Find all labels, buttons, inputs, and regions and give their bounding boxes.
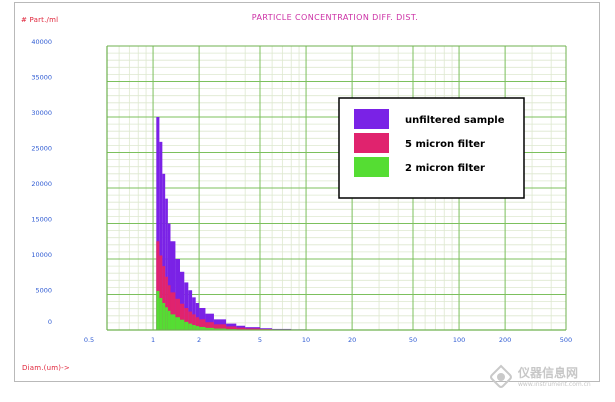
legend-label-2-micron-filter: 2 micron filter [405,163,485,174]
watermark-name: 仪器信息网 [518,366,579,380]
bar-5-micron-filter-3 [165,276,168,330]
y-tick-label: 30000 [31,109,52,117]
bar-2-micron-filter-5 [170,314,176,330]
bar-5-micron-filter-6 [175,298,180,330]
x-tick-label: 0.5 [84,336,94,344]
bar-2-micron-filter-6 [175,317,180,330]
bar-2-micron-filter-10 [192,325,196,330]
bar-5-micron-filter-13 [205,322,214,330]
bar-5-micron-filter-2 [162,266,166,330]
legend-swatch-5-micron-filter [354,133,389,153]
bar-2-micron-filter-1 [159,298,163,330]
legend: unfiltered sample 5 micron filter 2 micron… [338,97,525,199]
tick-labels: 0.5 1 2 5 10 20 50 100 200 5000500010000150002000… [31,38,572,344]
y-tick-label: 35000 [31,74,52,82]
watermark-url: www.instrument.com.cn [518,381,591,388]
y-tick-label: 10000 [31,251,52,259]
bar-2-micron-filter-12 [199,326,206,330]
legend-label-unfiltered-sample: unfiltered sample [405,115,505,126]
legend-swatch-unfiltered-sample [354,109,389,129]
bar-2-micron-filter-7 [179,319,185,330]
chart-title: PARTICLE CONCENTRATION DIFF. DIST. [251,13,419,22]
bar-2-micron-filter-3 [165,307,168,330]
bar-unfiltered-sample-1 [159,141,163,330]
bar-5-micron-filter-16 [236,327,246,330]
bar-5-micron-filter-5 [170,292,176,330]
legend-label-5-micron-filter: 5 micron filter [405,139,485,150]
bar-unfiltered-sample-12 [199,307,206,330]
watermark: 仪器信息网 www.instrument.com.cn [488,364,606,394]
bar-5-micron-filter-4 [167,285,171,330]
legend-swatch-2-micron-filter [354,157,389,177]
bar-unfiltered-sample-6 [175,259,180,330]
y-tick-label: 15000 [31,216,52,224]
bar-5-micron-filter-7 [179,303,185,330]
bar-5-micron-filter-8 [184,307,189,330]
bar-5-micron-filter-1 [159,255,163,330]
x-tick-label: 10 [302,336,310,344]
y-tick-label: 25000 [31,145,52,153]
bar-unfiltered-sample-2 [162,173,166,330]
bar-5-micron-filter-9 [188,311,193,330]
bar-2-micron-filter-8 [184,321,189,330]
axes [106,45,567,331]
bar-2-micron-filter-11 [195,326,200,330]
y-tick-label: 5000 [35,287,52,295]
x-tick-label: 1 [151,336,155,344]
x-tick-label: 50 [409,336,417,344]
bar-unfiltered-sample-13 [205,313,214,330]
bar-5-micron-filter-17 [245,328,260,330]
bar-unfiltered-sample-9 [188,290,193,330]
bar-2-micron-filter-9 [188,323,193,330]
x-tick-label: 200 [499,336,511,344]
bar-2-micron-filter-0 [156,290,160,330]
bar-2-micron-filter-13 [205,327,214,330]
y-tick-label: 0 [48,318,52,326]
bar-5-micron-filter-15 [226,326,237,330]
x-tick-label: 500 [560,336,572,344]
x-tick-label: 20 [348,336,356,344]
bar-5-micron-filter-10 [192,314,196,330]
bar-unfiltered-sample-8 [184,282,189,330]
bar-2-micron-filter-2 [162,303,166,330]
bar-5-micron-filter-11 [195,317,200,330]
bar-unfiltered-sample-0 [156,117,160,330]
x-axis-label: Diam.(um)-> [22,364,70,372]
bar-unfiltered-sample-10 [192,297,196,330]
x-tick-label: 100 [453,336,465,344]
bar-2-micron-filter-4 [167,310,171,330]
y-axis-label: # Part./ml [21,16,59,24]
x-tick-label: 5 [258,336,262,344]
bar-unfiltered-sample-5 [170,241,176,330]
bar-unfiltered-sample-7 [179,271,185,330]
bar-unfiltered-sample-4 [167,223,171,330]
bar-5-micron-filter-0 [156,241,160,330]
bar-unfiltered-sample-11 [195,303,200,330]
bar-5-micron-filter-12 [199,319,206,330]
y-tick-label: 20000 [31,180,52,188]
bar-series [156,117,440,330]
bar-5-micron-filter-14 [213,324,227,330]
bar-2-micron-filter-14 [213,328,227,330]
y-tick-label: 40000 [31,38,52,46]
bar-unfiltered-sample-3 [165,198,168,330]
watermark-logo-icon [490,364,512,388]
x-tick-label: 2 [197,336,201,344]
